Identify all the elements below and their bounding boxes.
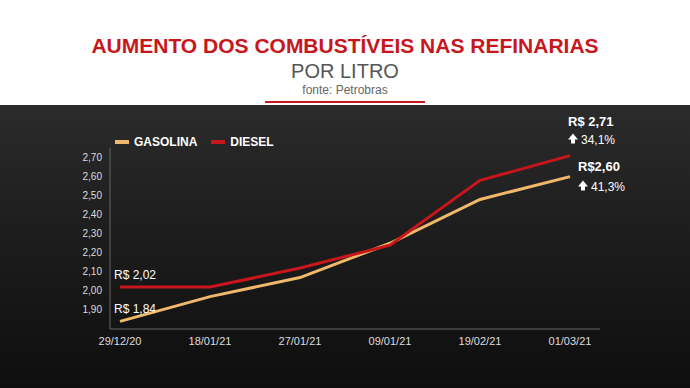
svg-text:19/02/21: 19/02/21 — [459, 335, 502, 347]
svg-text:1,90: 1,90 — [83, 304, 103, 315]
svg-text:2,10: 2,10 — [83, 266, 103, 277]
svg-text:2,30: 2,30 — [83, 228, 103, 239]
svg-text:18/01/21: 18/01/21 — [189, 335, 232, 347]
html-text:GASOLINA: GASOLINA — [134, 135, 198, 149]
svg-text:2,50: 2,50 — [83, 190, 103, 201]
html-text:POR LITRO: POR LITRO — [291, 60, 399, 82]
svg-text:41,3%: 41,3% — [591, 180, 625, 194]
svg-text:2,00: 2,00 — [83, 285, 103, 296]
html-text:AUMENTO DOS COMBUSTÍVEIS NAS R: AUMENTO DOS COMBUSTÍVEIS NAS REFINARIAS — [91, 34, 599, 57]
svg-text:09/01/21: 09/01/21 — [369, 335, 412, 347]
svg-text:2,20: 2,20 — [83, 247, 103, 258]
svg-text:R$2,60: R$2,60 — [578, 159, 620, 174]
svg-text:R$ 2,02: R$ 2,02 — [114, 268, 156, 282]
svg-text:R$ 1,84: R$ 1,84 — [114, 302, 156, 316]
svg-text:27/01/21: 27/01/21 — [279, 335, 322, 347]
svg-text:01/03/21: 01/03/21 — [549, 335, 592, 347]
svg-text:2,60: 2,60 — [83, 171, 103, 182]
svg-text:34,1%: 34,1% — [581, 133, 615, 147]
svg-text:2,40: 2,40 — [83, 209, 103, 220]
svg-text:2,70: 2,70 — [83, 152, 103, 163]
html-text:DIESEL: DIESEL — [230, 135, 274, 149]
svg-text:R$ 2,71: R$ 2,71 — [568, 114, 614, 129]
svg-text:29/12/20: 29/12/20 — [99, 335, 142, 347]
html-text:fonte: Petrobras: fonte: Petrobras — [302, 83, 388, 97]
